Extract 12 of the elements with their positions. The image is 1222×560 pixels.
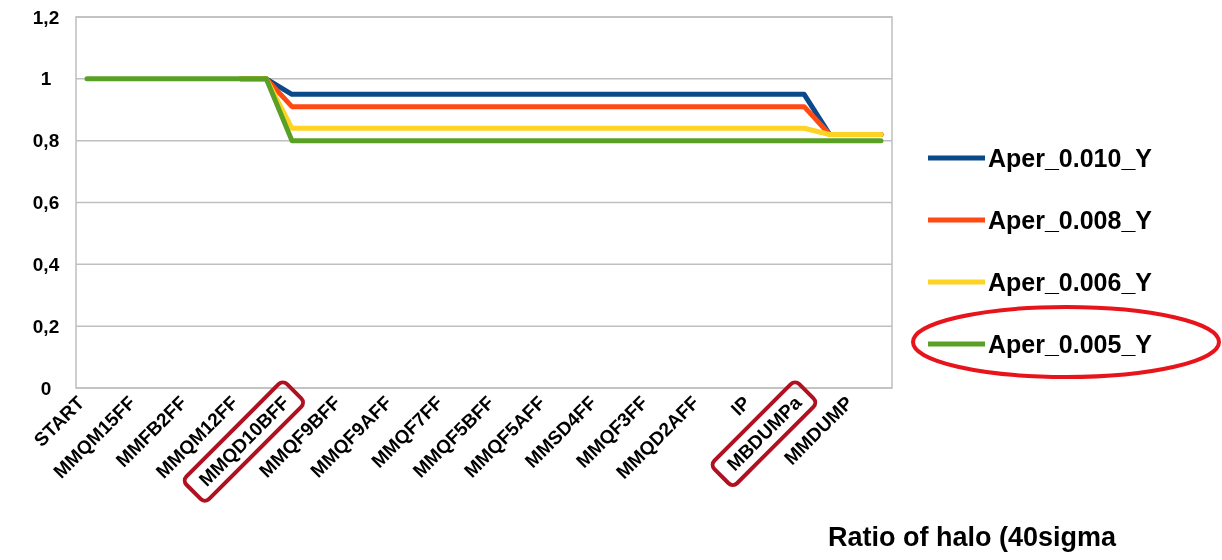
text: Ratio of halo (40sigma [828,522,1118,552]
y-tick-label: 0,4 [32,253,60,275]
legend-label: Aper_0.006_Y [988,268,1153,296]
y-tick-label: 0,2 [32,315,60,337]
y-tick-label: 0,6 [32,192,60,214]
legend-label: Aper_0.005_Y [988,330,1153,358]
legend-label: Aper_0.010_Y [988,144,1153,172]
y-tick-label: 1,2 [32,6,60,28]
legend-label: Aper_0.008_Y [988,206,1153,234]
y-tick-label: 0 [40,377,52,399]
y-tick-label: 1 [40,68,52,90]
y-tick-label: 0,8 [32,130,60,152]
